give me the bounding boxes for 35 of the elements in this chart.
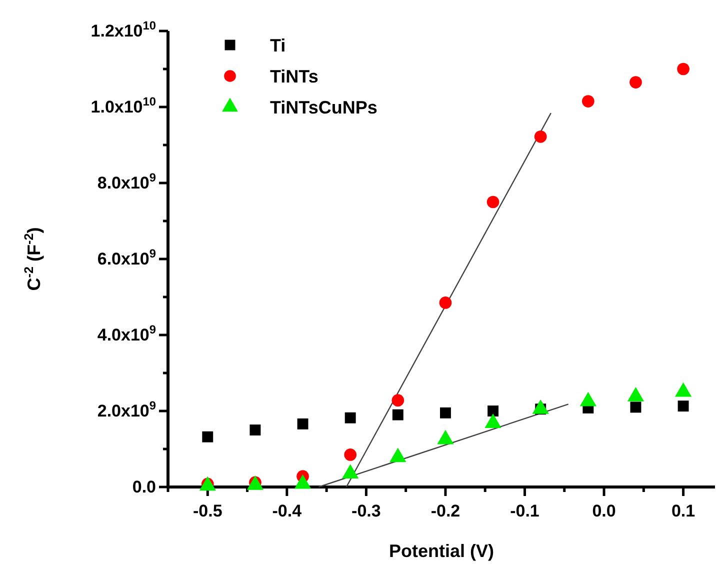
point bbox=[439, 296, 452, 309]
legend-label: Ti bbox=[270, 35, 286, 56]
point bbox=[297, 418, 308, 430]
legend-label: TiNTsCuNPs bbox=[270, 97, 378, 118]
x-tick-label: -0.3 bbox=[352, 501, 381, 520]
y-tick-label: 4.0x10$^{9}$ bbox=[97, 322, 156, 344]
point bbox=[344, 412, 356, 424]
x-tick-label: 0.0 bbox=[592, 501, 616, 520]
point bbox=[392, 394, 404, 407]
x-tick-label: -0.1 bbox=[510, 501, 540, 520]
point bbox=[250, 424, 261, 436]
point bbox=[488, 406, 499, 416]
point bbox=[440, 407, 451, 418]
point bbox=[534, 130, 547, 143]
y-tick-label: 1.2x10$^{10}$ bbox=[90, 18, 156, 40]
y-tick-label: 0.0 bbox=[132, 477, 156, 496]
point bbox=[677, 62, 690, 76]
x-axis-title: Potential (V) bbox=[388, 541, 494, 561]
point bbox=[630, 402, 642, 413]
point bbox=[202, 431, 214, 442]
point bbox=[344, 448, 357, 461]
y-tick-label: 2.0x10$^{9}$ bbox=[97, 398, 156, 420]
legend-label: TiNTs bbox=[270, 66, 318, 86]
point bbox=[486, 196, 500, 208]
x-tick-label: -0.4 bbox=[272, 501, 302, 520]
point bbox=[582, 95, 594, 108]
point bbox=[630, 76, 642, 88]
x-tick-label: -0.5 bbox=[192, 501, 222, 520]
y-tick-label: 1.0x10$^{10}$ bbox=[90, 94, 156, 116]
y-tick-label: 6.0x10$^{9}$ bbox=[97, 246, 156, 268]
point bbox=[678, 400, 689, 412]
x-tick-label: 0.1 bbox=[671, 501, 696, 520]
point bbox=[392, 409, 404, 420]
x-tick-label: -0.2 bbox=[430, 501, 460, 520]
y-tick-label: 8.0x10$^{9}$ bbox=[97, 170, 156, 192]
